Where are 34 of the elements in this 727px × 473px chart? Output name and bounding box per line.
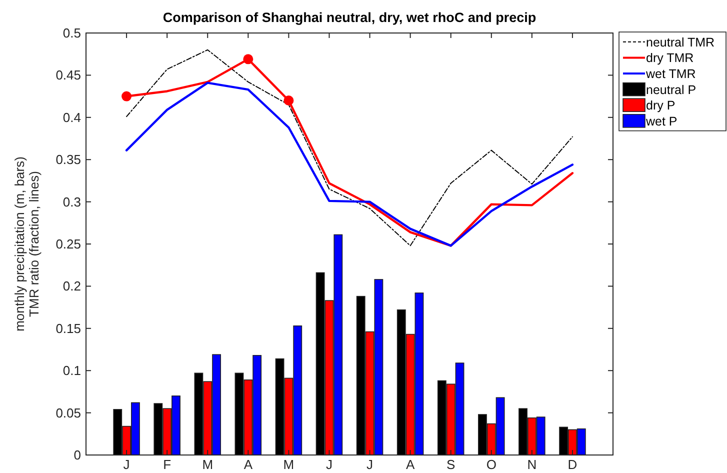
legend-label: wet TMR bbox=[645, 67, 696, 81]
x-tick-label: A bbox=[406, 457, 415, 472]
x-tick-label: N bbox=[527, 457, 537, 472]
point bbox=[243, 54, 254, 64]
y-tick-label: 0.05 bbox=[56, 405, 81, 420]
x-tick-label: J bbox=[123, 457, 130, 472]
y-tick-label: 0.1 bbox=[62, 363, 81, 378]
x-tick-label: J bbox=[326, 457, 332, 472]
y-tick-label: 0.25 bbox=[56, 236, 81, 252]
point bbox=[284, 96, 294, 106]
y-tick-label: 0.2 bbox=[62, 278, 81, 294]
legend-label: wet P bbox=[645, 114, 678, 128]
y-tick-label: 0.3 bbox=[62, 194, 81, 210]
y-tick-label: 0.4 bbox=[62, 110, 81, 125]
y-tick-label: 0.15 bbox=[56, 320, 81, 336]
legend-label: neutral P bbox=[646, 82, 696, 97]
y-tick-label: 0.35 bbox=[56, 152, 81, 168]
x-tick-label: M bbox=[202, 457, 214, 472]
x-tick-label: J bbox=[366, 457, 374, 472]
y-axis-title: monthly precipitation (m, bars) TMR ratio (fraction, lines) bbox=[12, 156, 42, 332]
y-tick-label: 0.5 bbox=[62, 26, 81, 40]
chart-title: Comparison of Shanghai neutral, dry, wet rhoC and precip bbox=[162, 10, 536, 25]
x-tick-label: S bbox=[446, 457, 456, 472]
y-tick-label: 0.45 bbox=[56, 68, 81, 83]
legend-label: dry TMR bbox=[646, 51, 694, 66]
x-tick-label: F bbox=[163, 457, 172, 472]
legend-label: neutral TMR bbox=[646, 35, 715, 50]
y-tick-label: 0 bbox=[74, 448, 81, 462]
x-tick-label: O bbox=[486, 457, 496, 472]
legend-label: dry P bbox=[646, 98, 676, 113]
x-tick-label: A bbox=[244, 457, 253, 472]
x-tick-label: D bbox=[568, 457, 578, 472]
x-tick-label: M bbox=[283, 457, 294, 472]
point bbox=[122, 91, 132, 102]
